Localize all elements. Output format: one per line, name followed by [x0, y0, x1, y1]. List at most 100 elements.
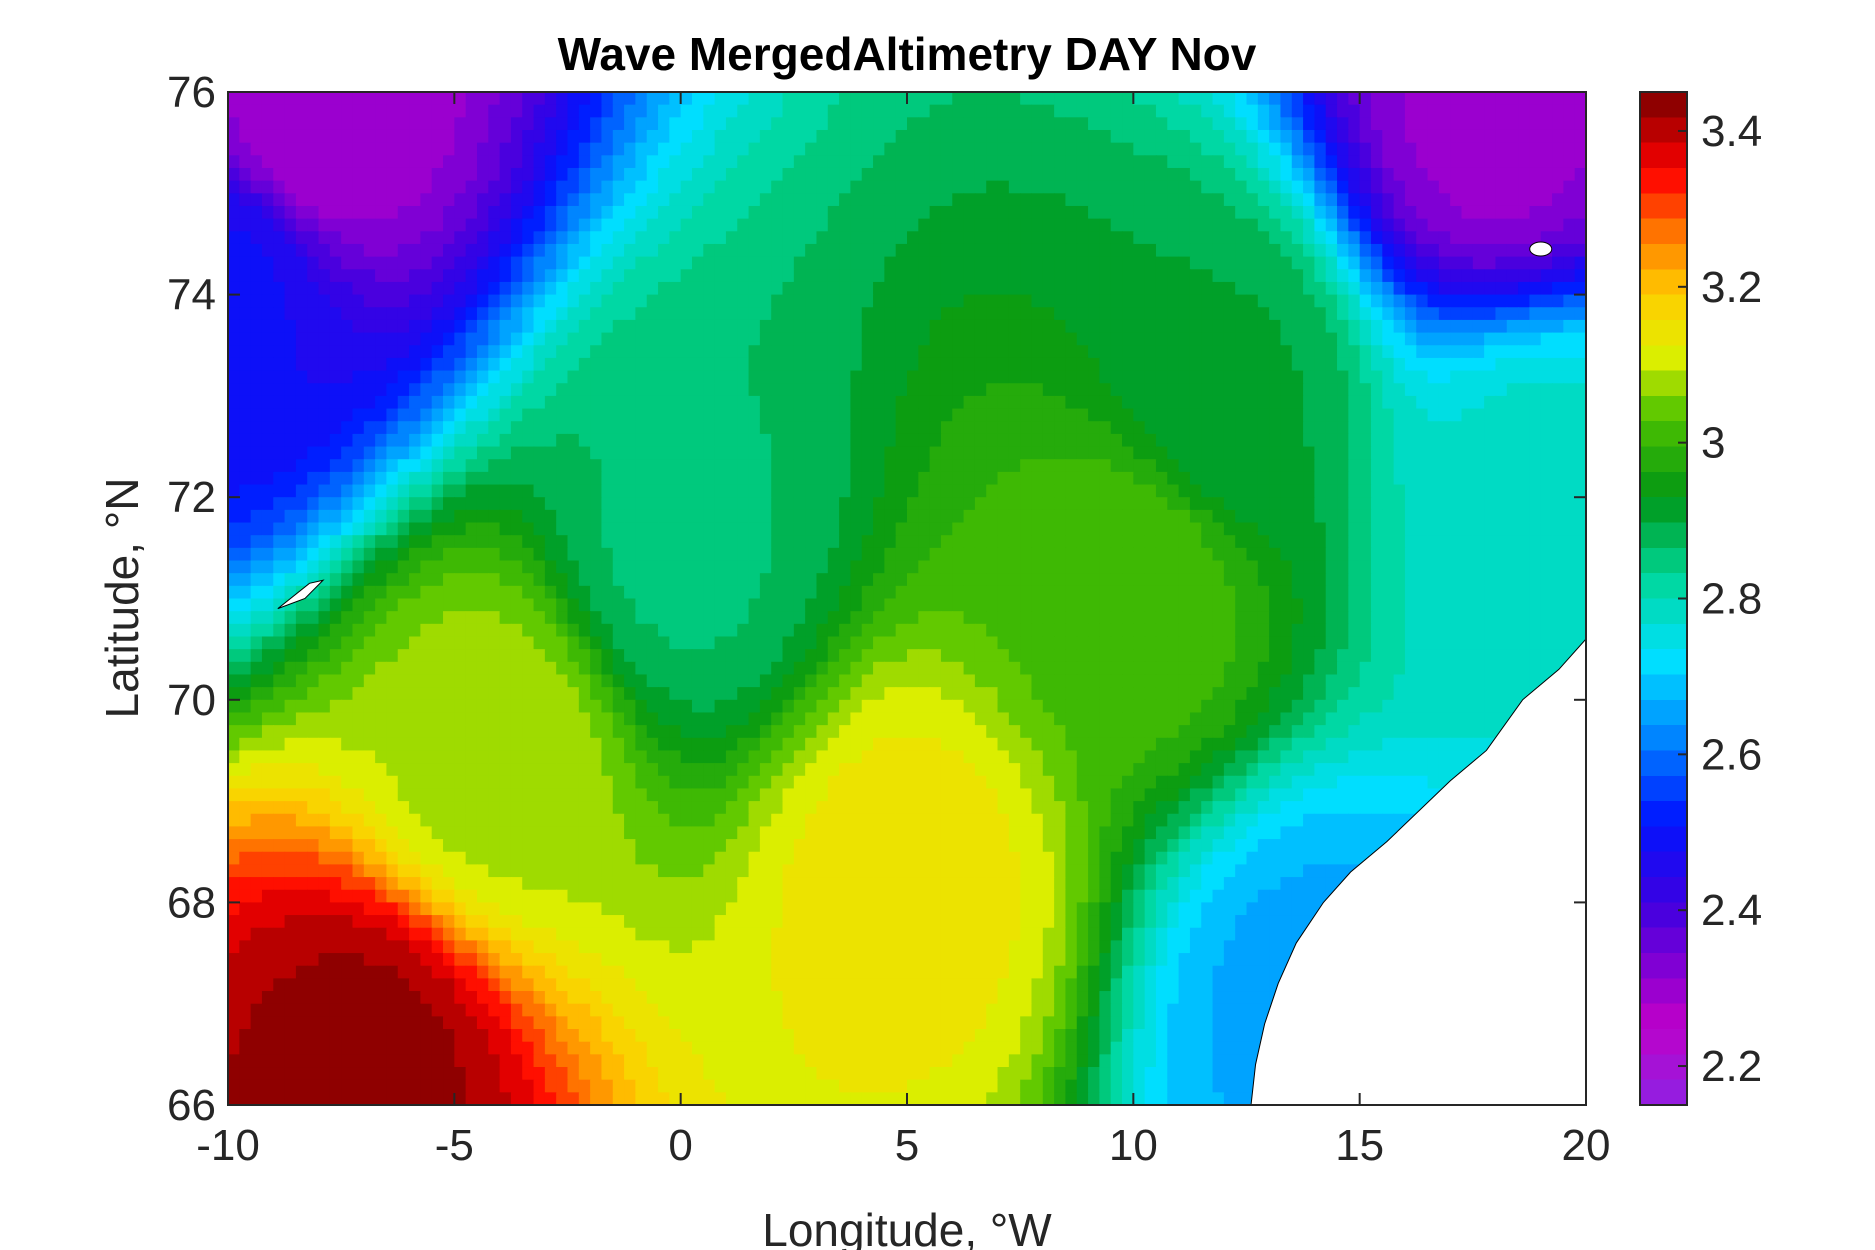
contour-cell — [1450, 129, 1463, 144]
contour-cell — [974, 509, 987, 524]
contour-cell — [1291, 231, 1304, 245]
contour-cell — [940, 193, 953, 207]
contour-cell — [1416, 370, 1429, 384]
contour-cell — [1461, 205, 1474, 220]
contour-cell — [850, 535, 863, 549]
contour-cell — [1540, 345, 1553, 359]
contour-cell — [1223, 535, 1236, 549]
contour-cell — [1235, 193, 1248, 207]
contour-cell — [533, 205, 546, 220]
contour-cell — [839, 243, 852, 258]
contour-cell — [884, 547, 897, 562]
contour-cell — [578, 231, 591, 245]
contour-cell — [1235, 345, 1248, 359]
contour-cell — [793, 573, 806, 587]
contour-cell — [1212, 573, 1225, 587]
contour-cell — [1416, 522, 1429, 536]
contour-cell — [1393, 269, 1406, 283]
contour-cell — [1461, 547, 1474, 562]
contour-cell — [1552, 231, 1564, 245]
contour-cell — [261, 332, 274, 346]
contour-cell — [839, 446, 852, 460]
contour-cell — [759, 319, 772, 334]
contour-cell — [567, 193, 580, 207]
contour-cell — [646, 421, 659, 435]
contour-cell — [1404, 459, 1417, 473]
contour-cell — [1325, 370, 1338, 384]
contour-cell — [352, 611, 365, 625]
contour-cell — [1167, 497, 1180, 511]
contour-cell — [1178, 522, 1191, 536]
contour-cell — [907, 560, 919, 574]
contour-cell — [409, 269, 421, 283]
contour-cell — [1201, 256, 1214, 270]
contour-cell — [1201, 307, 1214, 321]
contour-cell — [273, 611, 286, 625]
contour-cell — [658, 231, 670, 245]
contour-cell — [1495, 585, 1508, 600]
contour-cell — [850, 383, 863, 397]
contour-cell — [748, 547, 761, 562]
contour-cell — [601, 484, 614, 498]
contour-cell — [544, 332, 557, 346]
contour-cell — [1167, 459, 1180, 473]
contour-cell — [409, 92, 421, 106]
contour-cell — [1178, 155, 1191, 169]
contour-cell — [997, 509, 1010, 524]
contour-cell — [1054, 167, 1067, 182]
contour-cell — [1506, 218, 1519, 232]
contour-cell — [1144, 92, 1157, 106]
contour-cell — [1359, 522, 1372, 536]
contour-cell — [329, 256, 342, 270]
contour-cell — [273, 104, 286, 118]
contour-cell — [839, 522, 852, 536]
contour-cell — [658, 383, 670, 397]
contour-cell — [1314, 345, 1327, 359]
contour-cell — [522, 408, 535, 422]
contour-cell — [1212, 357, 1225, 372]
contour-cell — [228, 459, 240, 473]
contour-cell — [556, 509, 569, 524]
contour-cell — [228, 218, 240, 232]
contour-cell — [352, 459, 365, 473]
contour-cell — [352, 155, 365, 169]
contour-cell — [1246, 269, 1259, 283]
contour-cell — [1031, 471, 1044, 486]
contour-cell — [1008, 345, 1021, 359]
contour-cell — [1008, 408, 1021, 422]
contour-cell — [284, 497, 297, 511]
contour-cell — [827, 345, 840, 359]
contour-cell — [793, 319, 806, 334]
contour-cell — [454, 370, 467, 384]
contour-cell — [1269, 509, 1282, 524]
contour-cell — [1110, 167, 1123, 182]
contour-cell — [510, 117, 523, 131]
contour-cell — [1031, 421, 1044, 435]
contour-cell — [590, 598, 603, 612]
contour-cell — [646, 535, 659, 549]
contour-cell — [1450, 92, 1463, 106]
contour-cell — [431, 167, 444, 182]
contour-cell — [228, 205, 240, 220]
contour-cell — [284, 535, 297, 549]
contour-cell — [691, 345, 704, 359]
contour-cell — [624, 598, 636, 612]
contour-cell — [307, 269, 320, 283]
contour-cell — [329, 167, 342, 182]
contour-cell — [556, 611, 569, 625]
contour-cell — [725, 332, 738, 346]
contour-cell — [1167, 231, 1180, 245]
contour-cell — [239, 129, 252, 144]
contour-cell — [556, 319, 569, 334]
contour-cell — [1427, 269, 1440, 283]
contour-cell — [261, 345, 274, 359]
contour-cell — [1235, 547, 1248, 562]
contour-cell — [1201, 395, 1214, 410]
contour-cell — [1212, 560, 1225, 574]
contour-cell — [409, 117, 421, 131]
contour-cell — [1461, 598, 1474, 612]
contour-cell — [861, 421, 874, 435]
contour-cell — [1223, 205, 1236, 220]
contour-cell — [1370, 395, 1383, 410]
contour-cell — [1461, 471, 1474, 486]
